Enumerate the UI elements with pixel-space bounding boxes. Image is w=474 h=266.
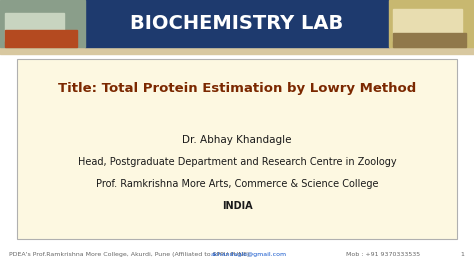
Bar (0, 47, 474, 54)
Bar (0, 0, 85, 47)
Bar (389, 0, 474, 47)
Bar (393, 33, 466, 47)
Bar (5, 30, 77, 47)
Text: INDIA: INDIA (222, 201, 252, 210)
Bar (17, 59, 457, 239)
Text: Dr. Abhay Khandagle: Dr. Abhay Khandagle (182, 135, 292, 145)
Text: Prof. Ramkrishna More Arts, Commerce & Science College: Prof. Ramkrishna More Arts, Commerce & S… (96, 179, 378, 189)
Text: 1: 1 (461, 252, 465, 257)
Text: PDEA's Prof.Ramkrishna More College, Akurdi, Pune (Affiliated to SPPU PUNE): PDEA's Prof.Ramkrishna More College, Aku… (9, 252, 250, 257)
Bar (85, 0, 389, 47)
Text: Title: Total Protein Estimation by Lowry Method: Title: Total Protein Estimation by Lowry… (58, 82, 416, 95)
Text: akhandagle@gmail.com: akhandagle@gmail.com (211, 252, 287, 257)
Text: Head, Postgraduate Department and Research Centre in Zoology: Head, Postgraduate Department and Resear… (78, 157, 396, 167)
Text: Mob : +91 9370333535: Mob : +91 9370333535 (346, 252, 420, 257)
Bar (393, 9, 462, 41)
Bar (5, 13, 64, 41)
Text: BIOCHEMISTRY LAB: BIOCHEMISTRY LAB (130, 14, 344, 33)
